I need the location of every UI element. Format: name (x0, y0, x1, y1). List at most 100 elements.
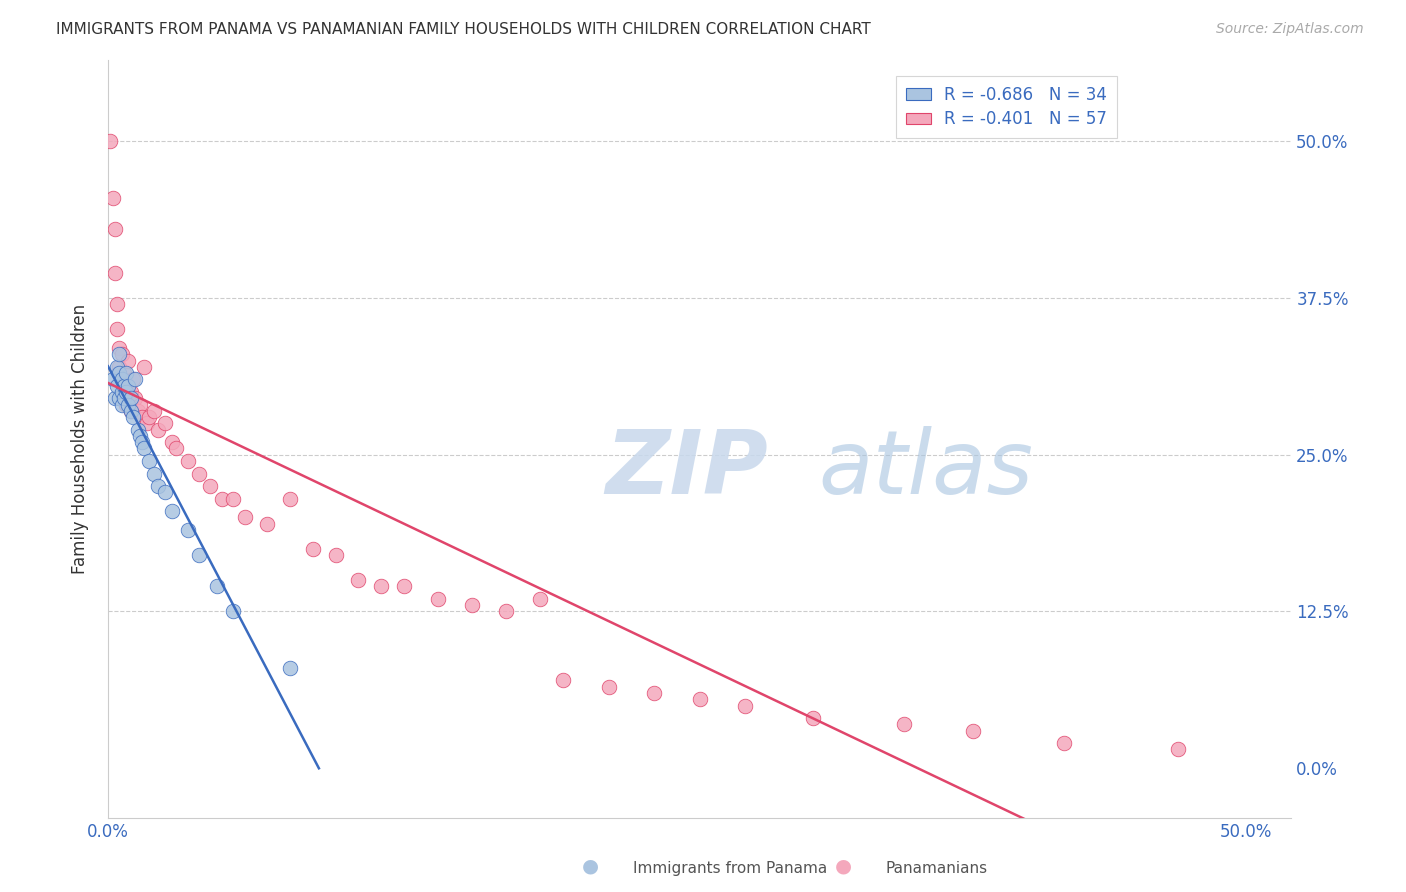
Point (734, 698, 756, 713)
Point (643, 686, 665, 700)
Point (105, 322, 128, 336)
Point (127, 423, 149, 437)
Point (222, 491, 245, 506)
Point (117, 398, 139, 412)
Text: ●: ● (582, 857, 599, 876)
Point (120, 404, 142, 418)
Point (495, 605, 517, 619)
Point (278, 661, 301, 675)
Point (105, 359, 128, 374)
Point (153, 417, 176, 431)
Y-axis label: Family Households with Children: Family Households with Children (72, 304, 89, 574)
Point (104, 222, 127, 236)
Point (98, 134, 121, 148)
Point (108, 341, 131, 355)
Point (188, 467, 211, 481)
Point (153, 485, 176, 500)
Point (111, 372, 134, 386)
Point (165, 442, 187, 456)
Point (104, 391, 127, 405)
Point (112, 391, 135, 405)
Point (146, 479, 169, 493)
Point (803, 711, 825, 725)
Point (529, 591, 551, 606)
Point (233, 510, 256, 524)
Point (124, 391, 146, 405)
Text: ZIP: ZIP (605, 425, 768, 513)
Point (101, 372, 124, 386)
Point (962, 723, 984, 738)
Point (347, 573, 370, 587)
Text: IMMIGRANTS FROM PANAMA VS PANAMANIAN FAMILY HOUSEHOLDS WITH CHILDREN CORRELATION: IMMIGRANTS FROM PANAMA VS PANAMANIAN FAM… (56, 22, 870, 37)
Text: Source: ZipAtlas.com: Source: ZipAtlas.com (1216, 22, 1364, 37)
Point (325, 548, 347, 562)
Point (131, 435, 153, 450)
Point (111, 372, 134, 386)
Point (120, 384, 142, 399)
Text: atlas: atlas (818, 426, 1033, 512)
Point (112, 366, 135, 380)
Point (553, 673, 575, 688)
Point (128, 429, 150, 443)
Point (128, 398, 150, 412)
Point (426, 591, 449, 606)
Point (111, 384, 134, 399)
Point (1053, 736, 1076, 750)
Point (124, 372, 146, 386)
Point (101, 190, 124, 204)
Text: Immigrants from Panama: Immigrants from Panama (633, 861, 827, 876)
Point (105, 378, 128, 392)
Point (142, 404, 165, 418)
Point (112, 384, 135, 399)
Text: Panamanians: Panamanians (886, 861, 988, 876)
Point (122, 372, 145, 386)
Point (598, 680, 620, 694)
Point (120, 404, 142, 418)
Point (135, 417, 157, 431)
Point (122, 410, 145, 425)
Point (689, 692, 711, 706)
Point (120, 391, 142, 405)
Point (160, 435, 183, 450)
Point (134, 359, 156, 374)
Point (392, 579, 415, 593)
Point (104, 266, 127, 280)
Point (117, 353, 139, 368)
Point (893, 717, 915, 731)
Point (112, 378, 135, 392)
Point (160, 504, 183, 518)
Text: ●: ● (835, 857, 852, 876)
Legend: R = -0.686   N = 34, R = -0.401   N = 57: R = -0.686 N = 34, R = -0.401 N = 57 (896, 76, 1118, 138)
Point (111, 347, 134, 361)
Point (115, 384, 138, 399)
Point (108, 366, 131, 380)
Point (370, 579, 392, 593)
Point (108, 359, 131, 374)
Point (115, 378, 138, 392)
Point (105, 297, 128, 311)
Point (205, 579, 228, 593)
Point (115, 398, 138, 412)
Point (176, 523, 198, 537)
Point (176, 454, 198, 468)
Point (200, 479, 222, 493)
Point (188, 548, 211, 562)
Point (461, 599, 484, 613)
Point (301, 541, 323, 556)
Point (131, 410, 153, 425)
Point (108, 347, 131, 361)
Point (142, 467, 165, 481)
Point (138, 454, 160, 468)
Point (211, 491, 233, 506)
Point (256, 516, 278, 531)
Point (138, 410, 160, 425)
Point (146, 423, 169, 437)
Point (127, 404, 149, 418)
Point (222, 605, 245, 619)
Point (115, 366, 138, 380)
Point (111, 398, 134, 412)
Point (117, 378, 139, 392)
Point (134, 442, 156, 456)
Point (278, 491, 301, 506)
Point (108, 391, 131, 405)
